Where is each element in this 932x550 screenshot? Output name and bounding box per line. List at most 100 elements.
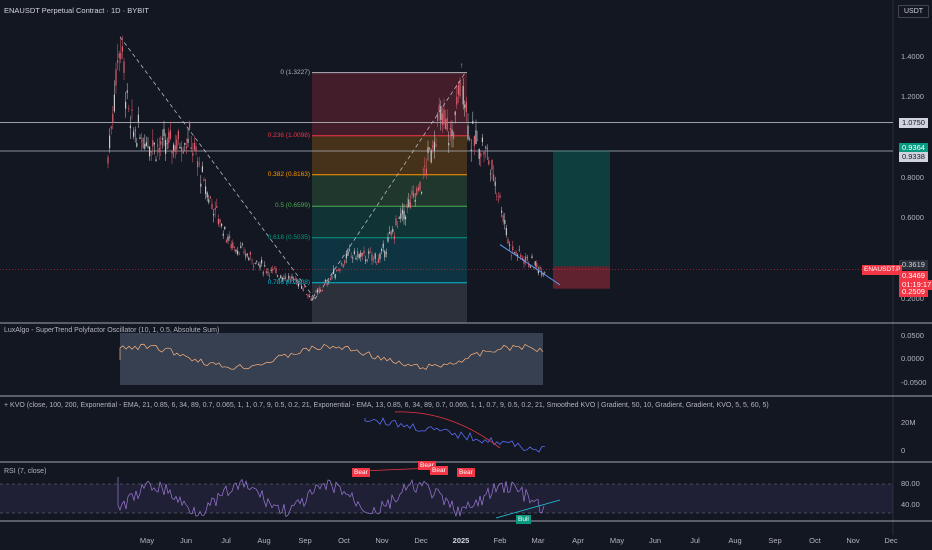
candle-body: [361, 253, 363, 256]
candle-body: [136, 143, 138, 147]
candle-body: [141, 140, 143, 142]
candle-body: [198, 163, 200, 164]
candle-body: [142, 137, 144, 149]
candle-body: [110, 126, 112, 129]
candle-body: [321, 290, 323, 291]
time-tick: Oct: [809, 536, 821, 545]
candle-body: [448, 142, 450, 146]
candle-body: [488, 160, 490, 165]
fib-label: 0.382 (0.8163): [267, 170, 310, 178]
candle-body: [241, 243, 243, 245]
candle-body: [312, 298, 314, 300]
candle-body: [293, 278, 295, 280]
candle-body: [331, 276, 333, 278]
candle-body: [120, 52, 122, 60]
oscillator-band: [120, 333, 543, 385]
time-tick: Apr: [572, 536, 584, 545]
time-tick: May: [609, 536, 625, 545]
candle-body: [208, 199, 210, 203]
candle-body: [347, 251, 349, 256]
currency-button[interactable]: USDT: [898, 5, 930, 18]
candle-body: [360, 252, 362, 257]
candle-body: [216, 205, 218, 208]
candle-body: [125, 101, 127, 109]
candle-body: [112, 113, 114, 123]
candle-body: [168, 132, 170, 144]
candle-body: [419, 181, 421, 191]
candle-body: [472, 120, 474, 124]
candle-body: [521, 257, 523, 260]
position-stop-zone: [553, 266, 610, 289]
candle-body: [184, 142, 186, 145]
candle-body: [259, 264, 261, 268]
oscillator-line: [119, 343, 544, 370]
time-tick: 2025: [452, 536, 470, 545]
time-tick: Jul: [690, 536, 700, 545]
candle-body: [152, 140, 154, 147]
candle-body: [225, 240, 227, 243]
candle-body: [166, 143, 168, 145]
oscillator-title: LuxAlgo - SuperTrend Polyfactor Oscillat…: [4, 327, 220, 334]
rsi-title: RSI (7, close): [4, 468, 47, 475]
candle-body: [515, 251, 517, 255]
candle-body: [416, 188, 418, 195]
candle-body: [395, 218, 397, 226]
candle-body: [414, 199, 416, 202]
candle-body: [230, 244, 232, 249]
time-tick: Mar: [531, 536, 545, 545]
candle-body: [483, 151, 485, 155]
price-tick: 0.8000: [901, 173, 924, 182]
candle-body: [363, 250, 365, 254]
candle-body: [509, 244, 511, 246]
candle-body: [328, 281, 330, 282]
candle-body: [408, 199, 410, 207]
candle-body: [213, 214, 215, 216]
candle-body: [536, 263, 538, 268]
candle-body: [182, 150, 184, 154]
time-tick: Sep: [298, 536, 312, 545]
candle-body: [477, 140, 479, 141]
candle-body: [126, 90, 128, 93]
candle-body: [435, 144, 437, 147]
candle-body: [275, 268, 277, 274]
candle-body: [333, 269, 335, 274]
candle-body: [352, 257, 354, 259]
candle-body: [289, 279, 291, 280]
candle-body: [373, 259, 375, 260]
bear-label: Bear: [457, 468, 475, 477]
candle-body: [177, 131, 179, 140]
candle-body: [438, 104, 440, 111]
trendline: [119, 36, 316, 300]
candle-body: [337, 269, 339, 271]
candle-body: [534, 261, 536, 266]
candle-body: [150, 151, 152, 153]
candle-body: [147, 146, 149, 148]
candle-body: [481, 137, 483, 143]
fib-zone: [312, 282, 467, 323]
candle-body: [296, 278, 298, 283]
candle-body: [541, 270, 543, 276]
candle-body: [449, 128, 451, 130]
candle-body: [157, 144, 159, 146]
fib-zone: [312, 72, 467, 136]
candle-body: [446, 118, 448, 131]
candle-body: [273, 268, 275, 270]
candle-body: [278, 278, 280, 280]
candle-body: [445, 119, 447, 130]
candle-body: [529, 266, 531, 268]
time-tick: Nov: [375, 536, 389, 545]
candle-body: [429, 148, 431, 149]
fib-zone: [312, 237, 467, 283]
candle-body: [451, 129, 453, 136]
candle-body: [392, 229, 394, 232]
time-tick: Jun: [179, 536, 193, 545]
candle-body: [307, 294, 309, 297]
candle-body: [456, 96, 458, 105]
fib-label: 0.5 (0.6599): [274, 202, 310, 210]
candle-body: [336, 269, 338, 271]
candle-body: [469, 137, 471, 140]
candle-body: [454, 111, 456, 116]
candle-body: [453, 132, 455, 139]
candle-body: [171, 150, 173, 154]
